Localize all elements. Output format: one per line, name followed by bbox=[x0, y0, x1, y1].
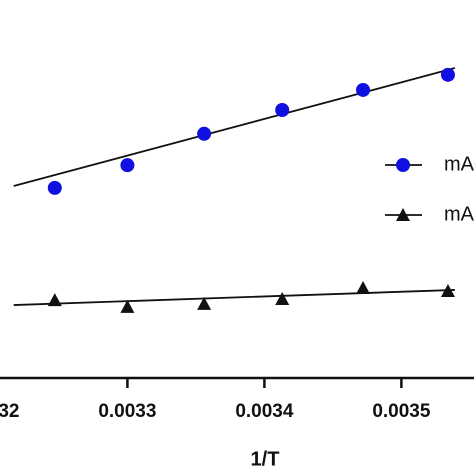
fit-line bbox=[13, 67, 456, 187]
point bbox=[120, 299, 135, 313]
legend-label: mA bbox=[444, 203, 474, 225]
legend-marker bbox=[396, 208, 410, 221]
point bbox=[356, 82, 371, 97]
point bbox=[275, 102, 290, 117]
x-axis-label: 1/T bbox=[251, 448, 280, 470]
point bbox=[197, 126, 212, 141]
legend-label: mA bbox=[444, 153, 474, 175]
point bbox=[120, 158, 135, 173]
legend-marker bbox=[396, 158, 410, 172]
point bbox=[197, 296, 212, 310]
x-tick-label: 0.0035 bbox=[372, 401, 431, 422]
x-tick-label: 0.0034 bbox=[235, 401, 294, 422]
point bbox=[275, 291, 290, 305]
point bbox=[356, 281, 371, 295]
x-tick-label: 0.0032 bbox=[0, 401, 19, 422]
point bbox=[47, 180, 62, 195]
fit-line bbox=[13, 289, 455, 306]
point bbox=[47, 293, 62, 307]
x-tick-label: 0.0033 bbox=[98, 401, 156, 422]
point bbox=[440, 284, 455, 298]
point bbox=[440, 67, 455, 82]
